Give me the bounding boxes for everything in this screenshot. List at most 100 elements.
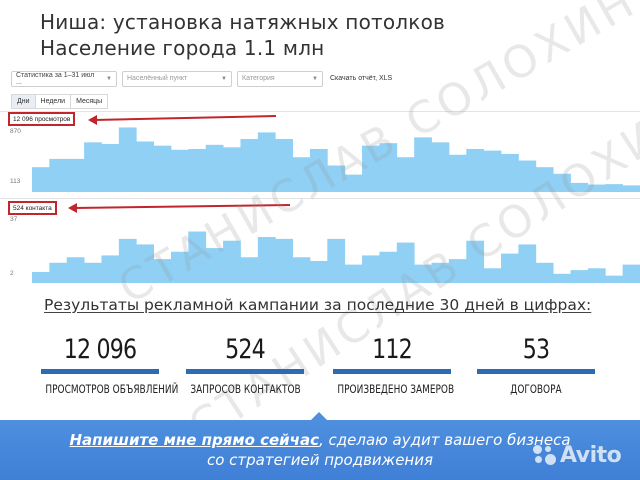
views-bar xyxy=(101,144,120,192)
tab-days[interactable]: Дни xyxy=(11,94,36,109)
contacts-bar xyxy=(170,251,189,283)
views-bar xyxy=(344,174,363,192)
stat-measurements: 112 ПРОИЗВЕДЕНО ЗАМЕРОВ xyxy=(322,333,462,396)
contacts-bar xyxy=(240,257,259,283)
views-bar xyxy=(153,145,172,192)
cta-line-1: Напишите мне прямо сейчас, сделаю аудит … xyxy=(0,430,640,450)
contacts-bar xyxy=(309,260,328,283)
views-metric-label: 12 096 просмотров xyxy=(8,112,76,126)
stat-views: 12 096 ПРОСМОТРОВ ОБЪЯВЛЕНИЙ xyxy=(30,333,178,396)
views-bar xyxy=(622,185,640,192)
views-bar xyxy=(257,132,276,192)
views-bar xyxy=(553,173,571,192)
views-bar xyxy=(275,139,293,192)
city-select-placeholder: Населённый пункт xyxy=(127,75,188,82)
views-bar xyxy=(483,150,502,192)
stat-underline xyxy=(333,369,451,374)
contacts-bar xyxy=(414,264,432,283)
stat-value: 112 xyxy=(372,334,413,365)
stat-value: 524 xyxy=(225,334,266,365)
views-bar xyxy=(518,160,537,192)
contacts-bar xyxy=(518,244,537,283)
views-bar xyxy=(587,184,606,192)
contacts-bar-chart xyxy=(32,231,640,283)
contacts-bar xyxy=(431,262,450,283)
contacts-bar xyxy=(153,259,172,283)
contacts-bar xyxy=(587,268,606,283)
category-select-placeholder: Категория xyxy=(242,75,275,82)
contacts-metric-label: 524 контакта xyxy=(8,201,57,215)
tab-weeks[interactable]: Недели xyxy=(34,94,72,109)
contacts-bar xyxy=(327,238,346,283)
cta-link[interactable]: Напишите мне прямо сейчас xyxy=(69,431,319,449)
contacts-bar xyxy=(501,253,519,283)
contacts-bar xyxy=(257,237,276,283)
contacts-bar xyxy=(466,240,485,283)
contacts-bar xyxy=(535,262,554,283)
views-chart xyxy=(32,120,640,192)
contacts-bar xyxy=(292,257,311,283)
avito-dots-icon xyxy=(533,444,557,467)
views-bar xyxy=(170,149,189,192)
views-bar xyxy=(223,147,241,192)
contacts-bar xyxy=(396,242,415,283)
city-select[interactable]: Населённый пункт ▼ xyxy=(122,70,232,87)
contacts-bar xyxy=(344,264,363,283)
download-report-link[interactable]: Скачать отчёт, XLS xyxy=(330,75,393,82)
views-bar xyxy=(240,139,259,192)
period-tabs: Дни Недели Месяцы xyxy=(11,94,109,109)
views-bar xyxy=(66,158,85,192)
contacts-ytick-top: 37 xyxy=(10,216,18,223)
views-bar xyxy=(292,157,311,192)
contacts-bar xyxy=(553,273,571,283)
contacts-bar xyxy=(49,262,68,283)
contacts-chart xyxy=(32,215,640,283)
chevron-down-icon: ▼ xyxy=(106,75,112,82)
views-ytick-bottom: 113 xyxy=(10,178,21,185)
views-bar xyxy=(84,142,102,192)
views-bar xyxy=(136,141,154,192)
stat-underline xyxy=(41,369,159,374)
views-bar xyxy=(448,154,467,192)
stat-underline xyxy=(186,369,304,374)
views-bar xyxy=(188,148,207,192)
headline-population: Население города 1.1 млн xyxy=(40,36,325,60)
period-select[interactable]: Статистика за 1–31 июл ... ▼ xyxy=(11,70,117,87)
views-bar xyxy=(501,153,519,192)
views-bar xyxy=(414,137,432,192)
contacts-bar xyxy=(136,244,154,283)
views-bar xyxy=(379,143,398,192)
avito-wordmark: Avito xyxy=(560,443,622,468)
views-bar xyxy=(205,144,224,192)
contacts-bar xyxy=(448,259,467,283)
views-bar xyxy=(396,157,415,192)
red-arrow-contacts xyxy=(68,203,291,213)
views-bar xyxy=(362,145,380,192)
chevron-down-icon: ▼ xyxy=(221,75,227,82)
stat-contracts: 53 ДОГОВОРА xyxy=(466,333,606,396)
period-select-value: Статистика за 1–31 июл ... xyxy=(16,71,95,86)
contacts-bar xyxy=(483,268,502,283)
contacts-bar xyxy=(275,238,293,283)
views-bar xyxy=(570,182,589,192)
views-bar xyxy=(118,127,137,192)
red-arrow-views xyxy=(88,115,277,125)
contacts-bar xyxy=(118,238,137,283)
contacts-bar xyxy=(205,248,224,283)
stat-label: ДОГОВОРА xyxy=(510,382,562,396)
stat-contacts: 524 ЗАПРОСОВ КОНТАКТОВ xyxy=(175,333,315,396)
tab-months[interactable]: Месяцы xyxy=(70,94,109,109)
contacts-bar xyxy=(605,275,624,283)
stat-value: 12 096 xyxy=(63,334,137,365)
views-bar-chart xyxy=(32,127,640,192)
contacts-bar xyxy=(570,270,589,283)
cta-notch xyxy=(310,412,328,421)
contacts-bar xyxy=(66,257,85,283)
category-select[interactable]: Категория ▼ xyxy=(237,70,323,87)
views-bar xyxy=(466,148,485,192)
filter-bar: Статистика за 1–31 июл ... ▼ Населённый … xyxy=(11,70,392,87)
contacts-bar xyxy=(362,255,380,283)
contacts-bar xyxy=(32,271,50,283)
chevron-down-icon: ▼ xyxy=(312,75,318,82)
divider xyxy=(0,198,640,199)
